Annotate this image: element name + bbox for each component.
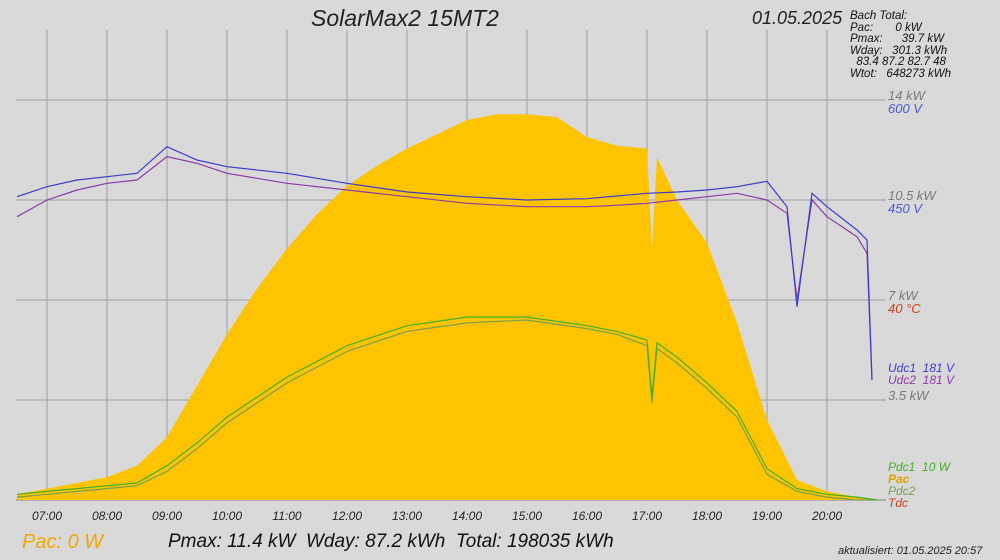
x-tick-label: 09:00 bbox=[152, 509, 182, 523]
x-tick-label: 08:00 bbox=[92, 509, 122, 523]
x-tick-label: 17:00 bbox=[632, 509, 662, 523]
legend-udc2: Udc2 181 V bbox=[888, 373, 955, 387]
x-tick-label: 14:00 bbox=[452, 509, 482, 523]
chart-lines bbox=[16, 145, 878, 501]
x-tick-label: 15:00 bbox=[512, 509, 542, 523]
legend-tdc: Tdc bbox=[888, 496, 909, 510]
summary-line: 83.4 87.2 82.7 48 bbox=[850, 56, 946, 69]
x-tick-label: 20:00 bbox=[811, 509, 842, 523]
series-udc1-line bbox=[16, 145, 873, 381]
legend-pdc1: Pdc1 10 W bbox=[888, 460, 951, 474]
footer-updated: aktualisiert: 01.05.2025 20:57 bbox=[838, 545, 983, 557]
x-tick-label: 12:00 bbox=[332, 509, 362, 523]
axis-label-600v: 600 V bbox=[888, 101, 922, 116]
axis-label-14kw: 14 kW bbox=[888, 88, 925, 103]
series-pdc1-line bbox=[16, 316, 878, 501]
x-tick-label: 16:00 bbox=[572, 509, 602, 523]
x-tick-label: 18:00 bbox=[692, 509, 722, 523]
summary-line: Pac: 0 kW bbox=[850, 21, 922, 34]
chart-title: SolarMax2 15MT2 bbox=[311, 5, 499, 31]
footer-stats: Pmax: 11.4 kW Wday: 87.2 kWh Total: 1980… bbox=[168, 531, 614, 552]
summary-line: Wtot: 648273 kWh bbox=[850, 67, 951, 80]
x-tick-label: 13:00 bbox=[392, 509, 422, 523]
summary-line: Bach Total: bbox=[850, 10, 908, 22]
axis-label-3-5kw: 3.5 kW bbox=[888, 388, 929, 403]
footer-pac: Pac: 0 W bbox=[22, 531, 104, 553]
axis-label-40c: 40 °C bbox=[888, 301, 921, 316]
x-tick-label: 10:00 bbox=[212, 509, 242, 523]
axis-label-10-5kw: 10.5 kW bbox=[888, 188, 936, 203]
series-pdc2-line bbox=[16, 319, 877, 501]
x-tick-labels: 07:00 08:00 09:00 10:00 11:00 12:00 13:00 14:00… bbox=[32, 509, 842, 523]
axis-label-7kw: 7 kW bbox=[888, 288, 918, 303]
x-tick-label: 07:00 bbox=[32, 509, 62, 523]
axis-label-450v: 450 V bbox=[888, 201, 922, 216]
legend-udc1: Udc1 181 V bbox=[888, 361, 955, 375]
x-tick-label: 19:00 bbox=[752, 509, 782, 523]
legend-pdc2: Pdc2 bbox=[888, 484, 916, 498]
summary-line: Pmax: 39.7 kW bbox=[850, 33, 944, 46]
chart-areas bbox=[17, 114, 877, 501]
chart-date: 01.05.2025 bbox=[752, 8, 843, 28]
summary-box: Bach Total: Pac: 0 kW Pmax: 39.7 kW Wday… bbox=[850, 10, 951, 81]
series-pac-area bbox=[17, 114, 877, 501]
legend-pac: Pac bbox=[888, 472, 910, 486]
x-tick-label: 11:00 bbox=[272, 509, 301, 523]
summary-line: Wday: 301.3 kWh bbox=[850, 44, 948, 57]
